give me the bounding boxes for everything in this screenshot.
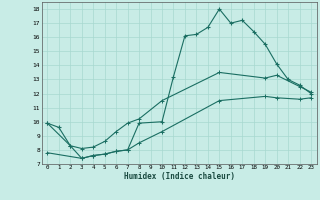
X-axis label: Humidex (Indice chaleur): Humidex (Indice chaleur) bbox=[124, 172, 235, 181]
